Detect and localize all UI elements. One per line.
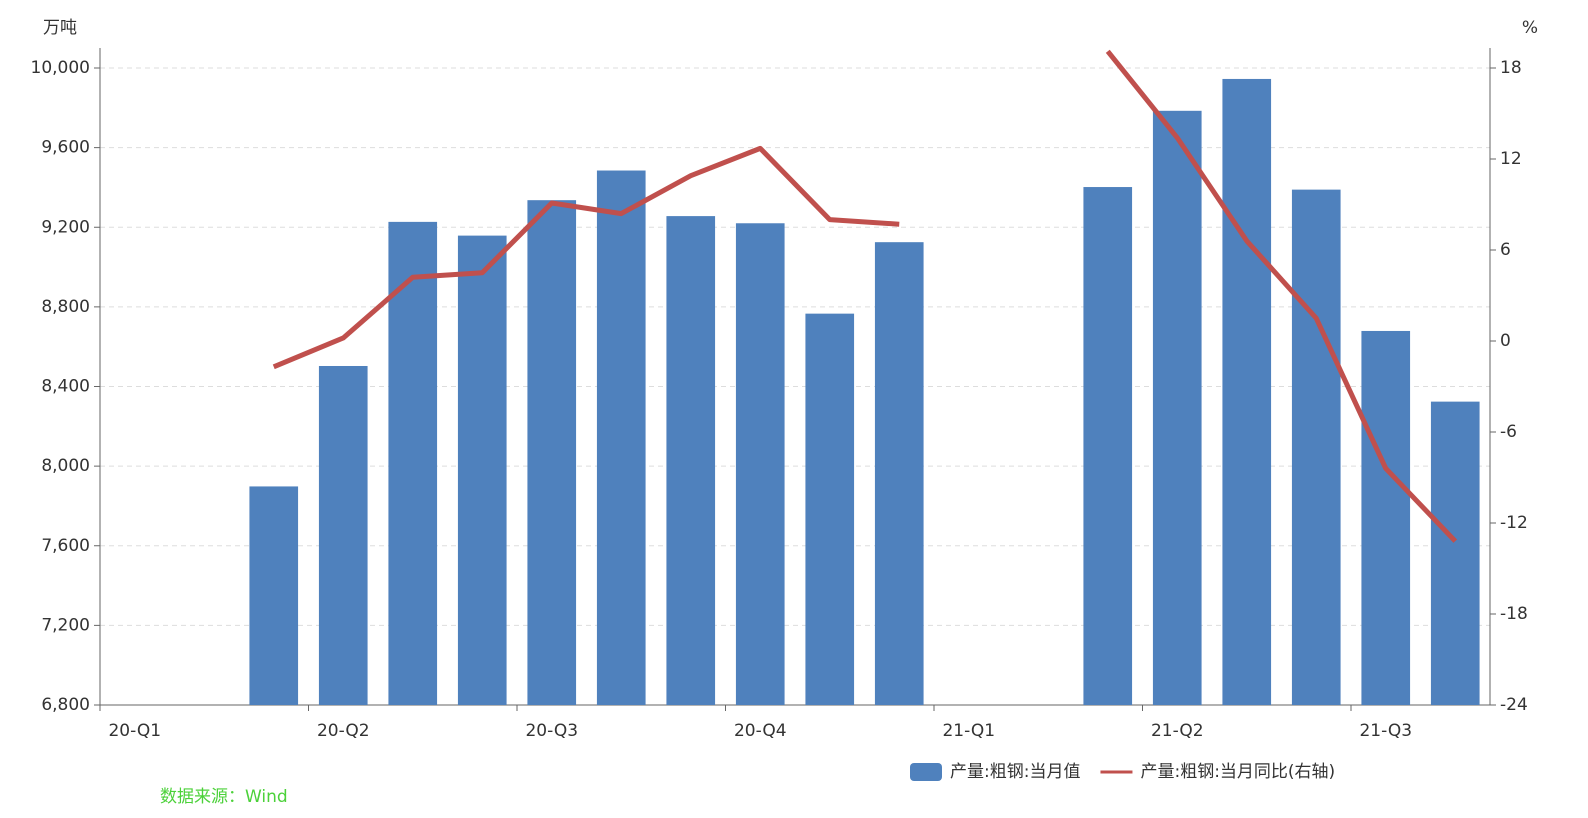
y2-tick-label: 6 bbox=[1500, 240, 1511, 260]
y2-axis-label: % bbox=[1522, 18, 1538, 38]
y2-tick-label: -12 bbox=[1500, 513, 1528, 533]
y-tick-label: 8,800 bbox=[41, 297, 90, 317]
y2-tick-label: -6 bbox=[1500, 422, 1517, 442]
bar bbox=[805, 313, 855, 705]
y-tick-label: 7,200 bbox=[41, 615, 90, 635]
bar bbox=[388, 221, 438, 705]
bar bbox=[1222, 78, 1272, 706]
bar bbox=[457, 235, 507, 705]
bar bbox=[318, 365, 368, 705]
bar bbox=[735, 223, 785, 706]
bar bbox=[249, 486, 299, 705]
bar bbox=[666, 216, 716, 706]
x-tick-label: 20-Q4 bbox=[734, 721, 787, 741]
y-tick-label: 10,000 bbox=[31, 58, 90, 78]
bar bbox=[527, 200, 577, 706]
x-tick-label: 21-Q2 bbox=[1151, 721, 1204, 741]
y-tick-label: 6,800 bbox=[41, 695, 90, 715]
bar bbox=[1291, 189, 1341, 705]
x-tick-label: 20-Q2 bbox=[317, 721, 370, 741]
y-tick-label: 8,400 bbox=[41, 377, 90, 397]
y2-tick-label: -18 bbox=[1500, 604, 1528, 624]
x-tick-label: 20-Q1 bbox=[108, 721, 161, 741]
bar bbox=[1361, 330, 1411, 705]
y2-tick-label: 18 bbox=[1500, 58, 1522, 78]
y2-tick-label: -24 bbox=[1500, 695, 1528, 715]
x-tick-label: 20-Q3 bbox=[525, 721, 578, 741]
y2-tick-label: 12 bbox=[1500, 149, 1522, 169]
legend-label: 产量:粗钢:当月同比(右轴) bbox=[1140, 762, 1335, 782]
y-tick-label: 9,200 bbox=[41, 217, 90, 237]
bar bbox=[874, 242, 924, 705]
legend-label: 产量:粗钢:当月值 bbox=[950, 762, 1080, 782]
y-tick-label: 8,000 bbox=[41, 456, 90, 476]
y-tick-label: 9,600 bbox=[41, 138, 90, 158]
x-tick-label: 21-Q3 bbox=[1359, 721, 1412, 741]
bar bbox=[1152, 110, 1202, 705]
bar bbox=[1430, 401, 1480, 705]
bar bbox=[1083, 187, 1133, 705]
y-axis-label: 万吨 bbox=[43, 18, 77, 38]
y2-tick-label: 0 bbox=[1500, 331, 1511, 351]
y-tick-label: 7,600 bbox=[41, 536, 90, 556]
source-note: 数据来源：Wind bbox=[160, 787, 288, 807]
x-tick-label: 21-Q1 bbox=[942, 721, 995, 741]
bar bbox=[596, 170, 646, 705]
legend-swatch bbox=[910, 763, 942, 781]
line bbox=[272, 49, 1458, 543]
